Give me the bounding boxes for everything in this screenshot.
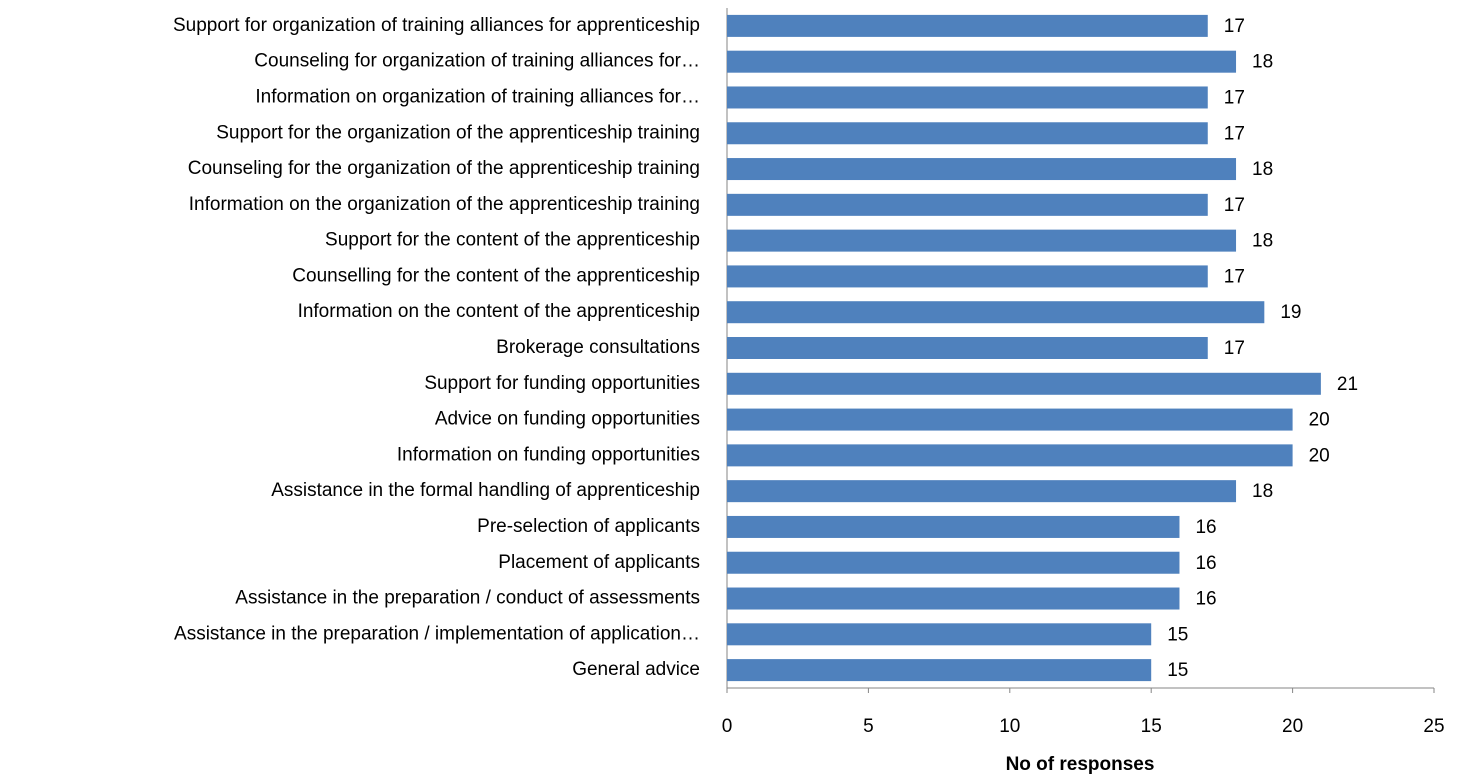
value-label: 15: [1167, 624, 1188, 645]
bar: [727, 587, 1180, 610]
bar: [727, 14, 1208, 37]
bar: [727, 623, 1152, 646]
bar: [727, 337, 1208, 359]
y-tick-label: General advice: [572, 659, 700, 680]
x-axis-label: No of responses: [1006, 754, 1155, 775]
y-tick-label: Support for the content of the apprentic…: [325, 230, 700, 251]
value-label: 16: [1195, 517, 1216, 538]
value-label: 17: [1224, 123, 1245, 144]
y-tick-label: Support for the organization of the appr…: [216, 122, 700, 143]
y-tick-label: Counselling for the content of the appre…: [292, 265, 700, 286]
y-tick-label: Support for organization of training all…: [173, 15, 700, 36]
value-label: 18: [1252, 52, 1273, 73]
y-tick-label: Information on organization of training …: [255, 86, 700, 107]
bar: [727, 229, 1237, 252]
value-label: 15: [1167, 660, 1188, 681]
value-label: 21: [1337, 374, 1358, 395]
x-tick-label: 5: [863, 716, 874, 737]
value-label: 16: [1195, 553, 1216, 574]
y-tick-label: Counseling for organization of training …: [254, 51, 700, 72]
x-tick-label: 0: [722, 716, 733, 737]
value-label: 17: [1224, 266, 1245, 287]
bar: [727, 158, 1237, 181]
bar: [727, 551, 1180, 574]
value-label: 16: [1195, 589, 1216, 610]
bar: [727, 659, 1152, 682]
bar: [727, 50, 1237, 73]
y-tick-label: Information on the organization of the a…: [189, 194, 700, 215]
bar: [727, 265, 1208, 288]
bar: [727, 301, 1265, 324]
y-tick-label: Pre-selection of applicants: [477, 516, 700, 537]
x-tick-label: 25: [1423, 716, 1444, 737]
value-label: 17: [1224, 16, 1245, 37]
bar: [727, 372, 1321, 395]
bar: [727, 444, 1293, 467]
y-tick-label: Assistance in the preparation / conduct …: [235, 588, 700, 609]
y-tick-label: Support for funding opportunities: [424, 373, 700, 394]
x-tick-label: 15: [1141, 716, 1162, 737]
bar: [727, 515, 1180, 538]
value-label: 17: [1224, 195, 1245, 216]
value-label: 18: [1252, 159, 1273, 180]
y-tick-label: Placement of applicants: [498, 552, 700, 573]
y-tick-label: Brokerage consultations: [496, 337, 700, 358]
y-tick-label: Information on the content of the appren…: [298, 301, 700, 322]
bar: [727, 480, 1237, 503]
y-tick-label: Advice on funding opportunities: [435, 409, 700, 430]
value-label: 18: [1252, 231, 1273, 252]
value-label: 17: [1224, 87, 1245, 108]
y-tick-label: Information on funding opportunities: [397, 444, 700, 465]
bar: [727, 122, 1208, 145]
bar: [727, 193, 1208, 216]
value-label: 17: [1224, 338, 1245, 359]
value-label: 19: [1280, 302, 1301, 323]
value-label: 18: [1252, 481, 1273, 502]
value-label: 20: [1309, 410, 1330, 431]
x-tick-label: 10: [999, 716, 1020, 737]
x-tick-label: 20: [1282, 716, 1303, 737]
y-tick-label: Counseling for the organization of the a…: [188, 158, 700, 179]
y-tick-label: Assistance in the formal handling of app…: [271, 480, 700, 501]
bar: [727, 86, 1208, 109]
y-tick-label: Assistance in the preparation / implemen…: [174, 623, 700, 644]
bar: [727, 408, 1293, 431]
value-label: 20: [1309, 445, 1330, 466]
